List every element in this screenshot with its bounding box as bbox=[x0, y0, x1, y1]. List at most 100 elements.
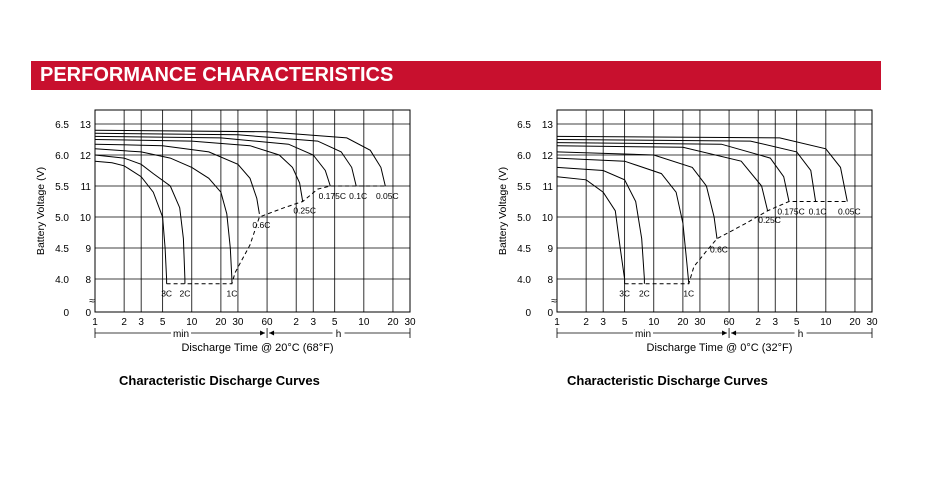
series-label-3C: 3C bbox=[161, 289, 172, 299]
x-tick-label: 5 bbox=[794, 317, 800, 328]
y-tick-label-outer: 5.5 bbox=[55, 182, 69, 193]
y-tick-label-outer: 5.5 bbox=[517, 182, 531, 193]
discharge-curve-2C bbox=[94, 154, 186, 284]
plot-frame bbox=[556, 109, 873, 313]
discharge-curve-2C bbox=[556, 166, 645, 284]
x-tick-label: 10 bbox=[186, 317, 198, 328]
discharge-curve-0-25C bbox=[94, 139, 304, 202]
h-range-label: h bbox=[336, 329, 342, 340]
y-tick-label-outer: 0 bbox=[63, 308, 69, 319]
y-tick-label-inner: 11 bbox=[543, 182, 554, 193]
discharge-curve-0-05C bbox=[556, 135, 848, 202]
series-label-2C: 2C bbox=[179, 289, 190, 299]
discharge-curve-1C bbox=[556, 157, 690, 284]
discharge-curve-0-25C bbox=[556, 145, 769, 211]
x-tick-label: 30 bbox=[694, 317, 706, 328]
series-label-3C: 3C bbox=[619, 289, 630, 299]
discharge-curve-3C bbox=[94, 160, 168, 284]
min-arrow bbox=[722, 330, 728, 336]
series-label-0-1C: 0.1C bbox=[809, 207, 827, 217]
y-tick-label-outer: 4.0 bbox=[55, 275, 69, 286]
series-label-1C: 1C bbox=[683, 289, 694, 299]
x-tick-label: 3 bbox=[600, 317, 606, 328]
x-tick-label: 60 bbox=[262, 317, 274, 328]
x-tick-label: 2 bbox=[121, 317, 127, 328]
series-label-0-25C: 0.25C bbox=[293, 206, 316, 216]
y-tick-label-inner: 13 bbox=[80, 120, 92, 131]
chart-caption-0c: Characteristic Discharge Curves bbox=[567, 373, 768, 388]
section-title: PERFORMANCE CHARACTERISTICS bbox=[40, 64, 394, 86]
y-axis-title: Battery Voltage (V) bbox=[35, 167, 47, 255]
y-tick-label-outer: 6.0 bbox=[55, 151, 69, 162]
y-tick-label-inner: 12 bbox=[542, 151, 554, 162]
x-tick-label: 10 bbox=[358, 317, 370, 328]
series-label-0-05C: 0.05C bbox=[838, 207, 861, 217]
section-banner: PERFORMANCE CHARACTERISTICS bbox=[31, 61, 881, 90]
min-label-bg bbox=[633, 327, 654, 338]
discharge-curve-0-6C bbox=[94, 143, 260, 214]
x-tick-label: 20 bbox=[849, 317, 861, 328]
x-tick-label: 5 bbox=[622, 317, 628, 328]
y-tick-label-outer: 6.0 bbox=[517, 151, 531, 162]
x-tick-label: 30 bbox=[866, 317, 878, 328]
y-tick-label-outer: 4.5 bbox=[517, 244, 531, 255]
min-range-label: min bbox=[173, 329, 189, 340]
h-arrow bbox=[731, 330, 737, 336]
discharge-curve-0-1C bbox=[556, 139, 817, 202]
discharge-curve-0-175C bbox=[556, 142, 790, 202]
axis-break-symbol: ≈ bbox=[551, 296, 557, 307]
min-arrow bbox=[260, 330, 266, 336]
x-tick-label: 20 bbox=[677, 317, 689, 328]
h-arrow bbox=[269, 330, 275, 336]
y-tick-label-inner: 0 bbox=[85, 308, 91, 319]
plot-frame bbox=[94, 109, 411, 313]
discharge-curve-0-6C bbox=[556, 151, 718, 239]
h-range-label: h bbox=[798, 329, 804, 340]
series-label-2C: 2C bbox=[639, 289, 650, 299]
series-label-0-05C: 0.05C bbox=[376, 191, 399, 201]
x-axis-title: Discharge Time @ 0°C (32°F) bbox=[647, 342, 793, 354]
discharge-curve-3C bbox=[556, 176, 626, 284]
h-label-bg bbox=[332, 327, 345, 338]
y-tick-label-inner: 12 bbox=[80, 151, 92, 162]
y-tick-label-outer: 0 bbox=[525, 308, 531, 319]
discharge-curve-1C bbox=[94, 148, 233, 284]
x-tick-label: 3 bbox=[310, 317, 316, 328]
y-tick-label-outer: 4.0 bbox=[517, 275, 531, 286]
discharge-curve-0-05C bbox=[94, 129, 386, 187]
h-label-bg bbox=[794, 327, 807, 338]
y-tick-label-outer: 5.0 bbox=[55, 213, 69, 224]
cutoff-voltage-line bbox=[166, 185, 386, 285]
series-label-0-6C: 0.6C bbox=[710, 245, 728, 255]
y-tick-label-inner: 11 bbox=[81, 182, 92, 193]
y-tick-label-inner: 10 bbox=[80, 213, 92, 224]
discharge-curve-0-1C bbox=[94, 132, 357, 187]
discharge-curve-0-175C bbox=[94, 135, 331, 187]
x-tick-label: 2 bbox=[755, 317, 761, 328]
y-tick-label-outer: 5.0 bbox=[517, 213, 531, 224]
axis-break-symbol: ≈ bbox=[89, 296, 95, 307]
min-range-label: min bbox=[635, 329, 651, 340]
x-axis-title: Discharge Time @ 20°C (68°F) bbox=[181, 342, 333, 354]
chart-caption-20c: Characteristic Discharge Curves bbox=[119, 373, 320, 388]
x-tick-label: 2 bbox=[583, 317, 589, 328]
series-label-0-175C: 0.175C bbox=[319, 191, 346, 201]
cutoff-voltage-line bbox=[624, 201, 848, 285]
series-label-1C: 1C bbox=[226, 289, 237, 299]
y-tick-label-outer: 6.5 bbox=[517, 120, 531, 131]
x-tick-label: 3 bbox=[138, 317, 144, 328]
x-tick-label: 20 bbox=[387, 317, 399, 328]
x-tick-label: 60 bbox=[724, 317, 736, 328]
x-tick-label: 2 bbox=[293, 317, 299, 328]
x-tick-label: 3 bbox=[772, 317, 778, 328]
series-label-0-1C: 0.1C bbox=[349, 191, 367, 201]
y-tick-label-inner: 10 bbox=[542, 213, 554, 224]
x-tick-label: 10 bbox=[820, 317, 832, 328]
x-tick-label: 30 bbox=[232, 317, 244, 328]
min-label-bg bbox=[171, 327, 192, 338]
y-tick-label-inner: 8 bbox=[547, 275, 553, 286]
x-tick-label: 1 bbox=[92, 317, 98, 328]
x-tick-label: 20 bbox=[215, 317, 227, 328]
